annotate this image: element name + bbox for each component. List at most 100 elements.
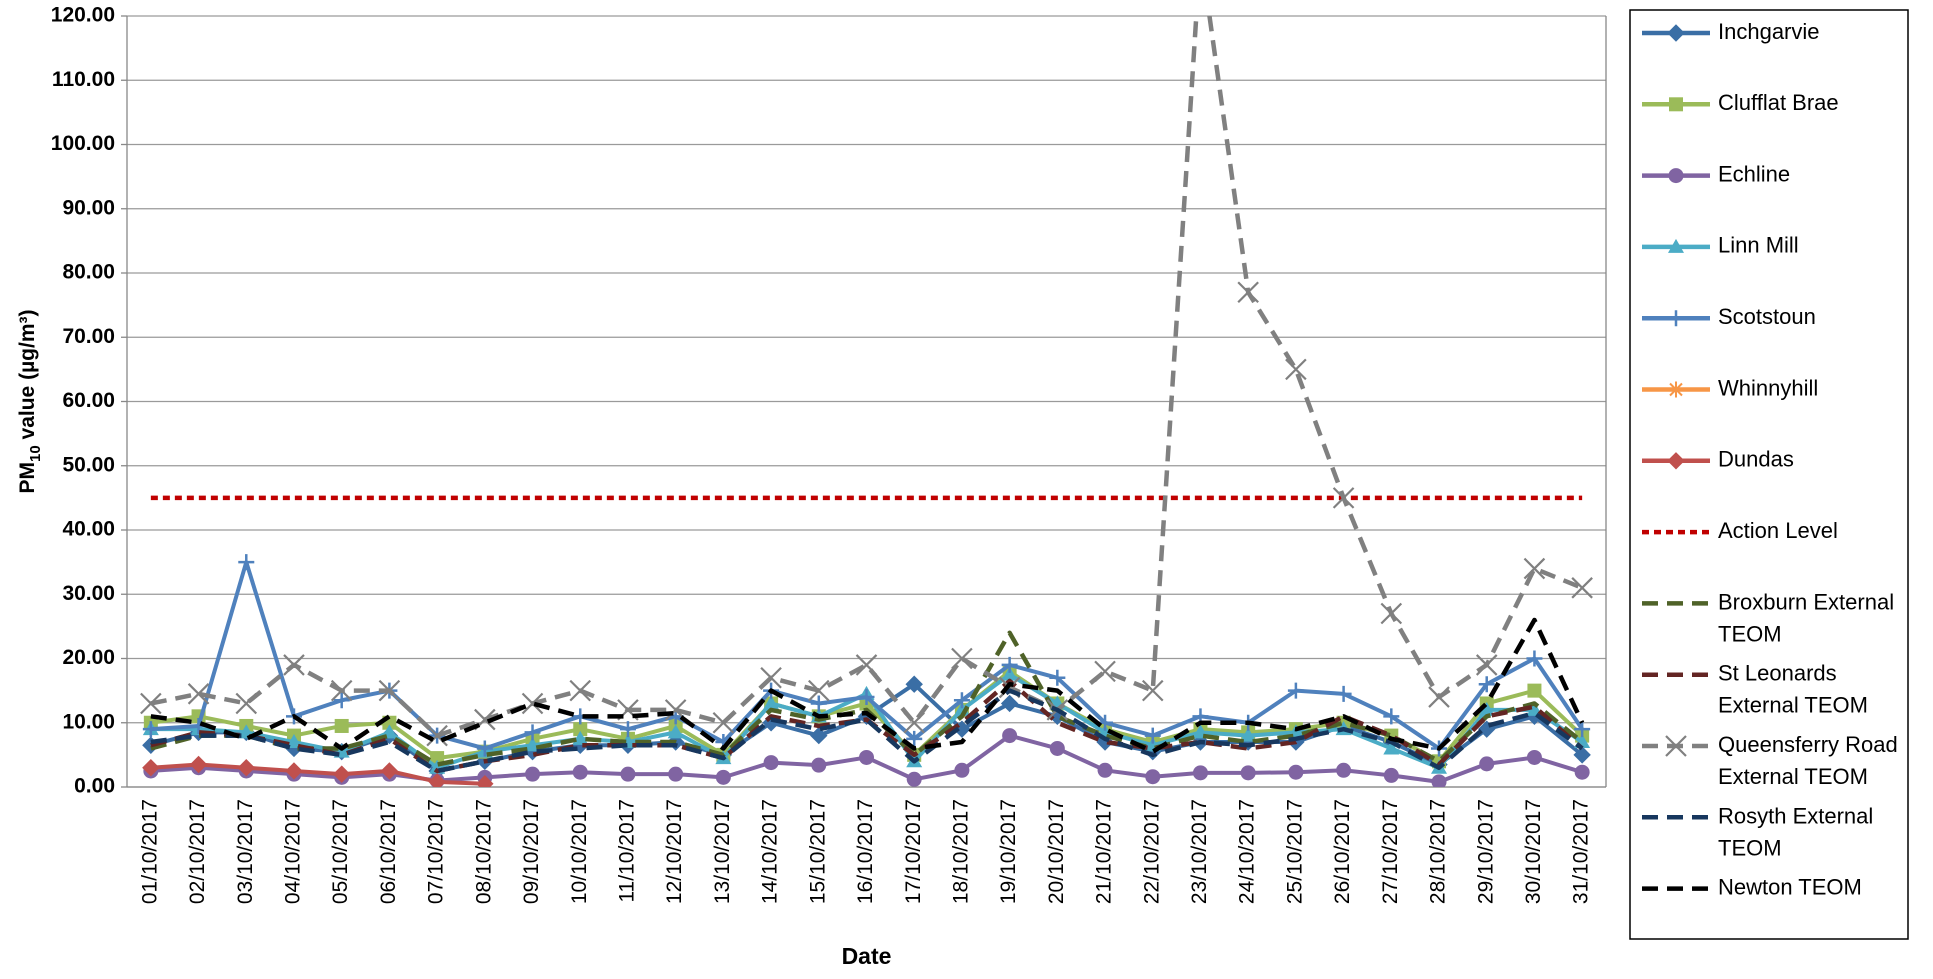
data-point: [619, 721, 636, 738]
data-point: [1574, 764, 1590, 780]
data-point: [140, 692, 162, 715]
x-tick-label: 07/10/2017: [425, 799, 448, 904]
data-point: [858, 689, 875, 706]
x-tick-label: 26/10/2017: [1331, 799, 1354, 904]
legend-label: Inchgarvie: [1718, 19, 1820, 44]
x-tick-label: 11/10/2017: [615, 799, 638, 903]
x-tick-label: 19/10/2017: [997, 799, 1020, 904]
data-point: [330, 679, 353, 702]
data-point: [569, 679, 592, 702]
data-point: [1288, 764, 1304, 780]
y-axis-title-part: value (µg/m³): [16, 310, 39, 446]
x-tick-label: 05/10/2017: [329, 799, 352, 904]
x-tick-label: 24/10/2017: [1236, 799, 1259, 904]
x-tick-label: 10/10/2017: [568, 799, 591, 904]
y-axis-title-part: PM: [16, 462, 39, 494]
data-point: [1475, 654, 1498, 676]
y-axis-title-part: 10: [27, 445, 44, 462]
y-tick-label: 50.00: [62, 453, 115, 476]
x-tick-label: 09/10/2017: [520, 799, 543, 904]
data-point: [760, 666, 782, 689]
data-point: [1001, 666, 1018, 681]
x-tick-label: 17/10/2017: [902, 799, 925, 904]
x-tick-label: 30/10/2017: [1522, 799, 1545, 904]
data-point: [332, 765, 351, 783]
data-point: [1145, 769, 1161, 785]
data-point: [1094, 660, 1116, 683]
x-tick-label: 08/10/2017: [472, 799, 495, 904]
data-point: [1144, 727, 1161, 744]
data-point: [951, 647, 973, 670]
data-point: [1141, 679, 1164, 702]
x-tick-label: 14/10/2017: [759, 799, 782, 904]
data-point: [859, 749, 874, 765]
x-tick-label: 28/10/2017: [1427, 799, 1450, 904]
data-point: [712, 711, 735, 734]
data-point: [763, 695, 780, 710]
data-point: [808, 679, 830, 702]
y-tick-label: 10.00: [62, 710, 115, 733]
x-tick-label: 12/10/2017: [663, 799, 686, 904]
y-tick-label: 90.00: [62, 196, 115, 219]
data-point: [715, 769, 731, 785]
data-point: [142, 721, 159, 738]
data-point: [763, 755, 779, 771]
legend-label: Rosyth External TEOM: [1718, 803, 1873, 860]
data-point: [333, 692, 350, 709]
data-point: [380, 762, 399, 780]
data-point: [187, 683, 210, 705]
x-tick-label: 18/10/2017: [949, 799, 972, 904]
data-point: [1431, 774, 1447, 787]
x-axis-title: Date: [842, 943, 892, 969]
data-point: [1237, 281, 1259, 304]
x-tick-label: 13/10/2017: [711, 799, 734, 904]
data-point: [810, 695, 827, 712]
data-point: [142, 759, 160, 777]
y-axis-title: PM10 value (µg/m³): [16, 310, 45, 494]
series-line: [150, 617, 1585, 754]
data-point: [1526, 749, 1542, 765]
legend-marker: [1667, 452, 1685, 470]
legend-marker: [1669, 97, 1683, 112]
legend-label: Scotstoun: [1718, 304, 1816, 329]
data-point: [1240, 765, 1256, 781]
data-point: [1380, 602, 1403, 625]
x-tick-label: 21/10/2017: [1093, 799, 1116, 904]
data-point: [1335, 685, 1352, 702]
data-point: [1478, 676, 1495, 693]
legend-label: Clufflat Brae: [1718, 90, 1839, 115]
data-point: [476, 740, 493, 757]
data-point: [1383, 740, 1400, 755]
data-point: [905, 675, 923, 693]
x-tick-label: 31/10/2017: [1570, 799, 1593, 904]
x-tick-label: 06/10/2017: [377, 799, 400, 904]
data-point: [906, 771, 922, 787]
data-point: [573, 722, 588, 737]
legend-label: Echline: [1718, 161, 1790, 186]
x-tick-label: 16/10/2017: [854, 799, 877, 904]
data-point: [1478, 701, 1495, 716]
x-tick-label: 15/10/2017: [806, 799, 829, 904]
data-point: [1571, 577, 1593, 599]
data-point: [525, 766, 541, 782]
legend-marker: [1668, 168, 1684, 184]
data-point: [1049, 669, 1066, 686]
x-tick-label: 29/10/2017: [1474, 799, 1497, 904]
legend-label: Linn Mill: [1718, 233, 1799, 258]
data-point: [283, 654, 305, 676]
legend-marker: [1665, 735, 1687, 757]
data-point: [1049, 740, 1065, 756]
y-tick-label: 0.00: [74, 775, 115, 798]
data-point: [285, 762, 303, 780]
x-tick-label: 22/10/2017: [1140, 799, 1163, 904]
data-point: [1097, 762, 1113, 778]
y-tick-label: 110.00: [52, 68, 115, 91]
y-tick-label: 20.00: [62, 646, 115, 669]
data-point: [524, 724, 541, 741]
data-point: [1383, 767, 1399, 783]
legend-label: Dundas: [1718, 447, 1794, 472]
data-point: [855, 654, 878, 676]
x-tick-label: 25/10/2017: [1283, 799, 1306, 904]
